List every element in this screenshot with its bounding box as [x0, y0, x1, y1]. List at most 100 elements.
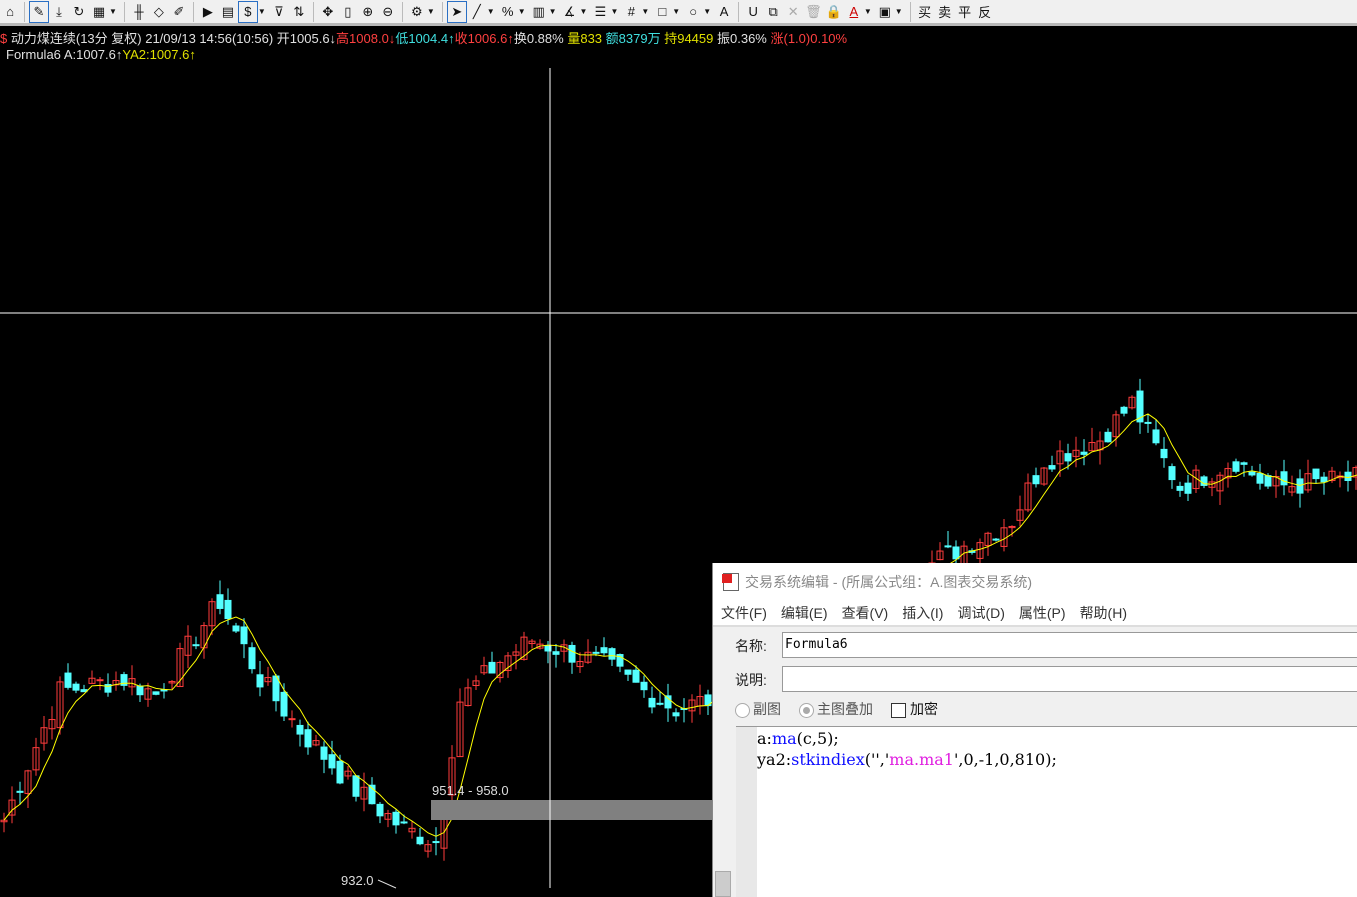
- flag-icon: $: [0, 31, 8, 46]
- sort-icon[interactable]: ⇅: [293, 3, 305, 19]
- candle-body: [1152, 429, 1160, 444]
- candle-body: [104, 684, 112, 693]
- candles-icon[interactable]: ╫: [134, 4, 144, 19]
- dropdown-arrow-icon[interactable]: ▼: [703, 7, 712, 16]
- magnet-icon[interactable]: U: [748, 4, 758, 19]
- radio-label: 主图叠加: [817, 701, 873, 717]
- grid-icon[interactable]: ▦: [92, 3, 106, 19]
- dropdown-arrow-icon[interactable]: ▼: [672, 7, 681, 16]
- dropdown-arrow-icon[interactable]: ▼: [863, 7, 872, 16]
- measure-icon[interactable]: ▯: [344, 3, 352, 19]
- trade-button[interactable]: 平: [958, 5, 972, 20]
- candle-body: [144, 688, 152, 700]
- candle-body: [408, 827, 416, 833]
- rect-icon[interactable]: □: [658, 4, 667, 19]
- menu-item[interactable]: 查看(V): [841, 605, 889, 621]
- angle-icon[interactable]: ∡: [563, 3, 576, 19]
- radio-sub-chart[interactable]: 副图: [735, 699, 781, 719]
- toolbar: ⌂ ✎ ⤓ ↻ ▦ ▼ ╫ ◇ ✐ ▶ ▤ $ ▼ ⊽ ⇅ ✥ ▯ ⊕ ⊖ ⚙ ▼ ➤ ╱ ▼% ▼ ▥ ▼ ∡ ▼ ☰ ▼ # ▼ □ ▼ ○ ▼ A U…: [0, 0, 1357, 26]
- candle-body: [216, 594, 224, 609]
- candle-body: [672, 712, 680, 717]
- candle-body: [1304, 473, 1312, 491]
- dropdown-arrow-icon[interactable]: ▼: [486, 7, 495, 16]
- encrypt-checkbox[interactable]: 加密: [891, 699, 938, 719]
- dropdown-arrow-icon[interactable]: ▼: [257, 7, 266, 16]
- menu-item[interactable]: 帮助(H): [1079, 605, 1127, 621]
- toolbar-separator: [192, 1, 194, 22]
- line-icon[interactable]: ╱: [472, 3, 481, 19]
- candle-body: [984, 532, 992, 547]
- candle-body: [1176, 485, 1184, 491]
- candle-body: [952, 546, 960, 560]
- radio-main-overlay[interactable]: 主图叠加: [799, 699, 873, 719]
- diamond-icon[interactable]: ◇: [153, 3, 164, 19]
- menu-item[interactable]: 文件(F): [721, 605, 767, 621]
- zoom-in-icon[interactable]: ⊕: [362, 3, 374, 19]
- dropdown-arrow-icon[interactable]: ▼: [894, 7, 903, 16]
- candle-body: [432, 841, 440, 844]
- dropdown-arrow-icon[interactable]: ▼: [426, 7, 435, 16]
- candle-body: [1280, 471, 1288, 486]
- trade-button[interactable]: 卖: [938, 5, 952, 20]
- levels-icon[interactable]: ☰: [594, 3, 607, 19]
- dropdown-arrow-icon[interactable]: ▼: [641, 7, 650, 16]
- code-token: ',0,-1,0,810);: [953, 750, 1057, 769]
- amount: 额8379万: [605, 31, 661, 46]
- code-editor[interactable]: a:ma(c,5); ya2:stkindiex('','ma.ma1',0,-…: [736, 726, 1357, 897]
- home-icon[interactable]: ⌂: [6, 4, 14, 19]
- lock-icon[interactable]: 🔒: [825, 3, 842, 19]
- low-label: 932.0: [341, 873, 374, 888]
- candle-body: [416, 836, 424, 845]
- circle-icon[interactable]: ○: [689, 4, 698, 19]
- candle-body: [640, 681, 648, 691]
- menu-item[interactable]: 属性(P): [1018, 605, 1066, 621]
- scrollbar[interactable]: [715, 871, 731, 897]
- candle-body: [656, 702, 664, 705]
- gear-icon[interactable]: ⚙: [411, 3, 423, 19]
- trash-icon[interactable]: 🗑: [805, 3, 822, 19]
- dropdown-arrow-icon[interactable]: ▼: [109, 7, 117, 16]
- pointer-icon[interactable]: ➤: [446, 0, 467, 23]
- range-label: 951.4 - 958.0: [432, 783, 509, 798]
- candle-body: [1024, 482, 1032, 511]
- dollar-icon[interactable]: $: [237, 0, 258, 23]
- play-icon[interactable]: ▶: [202, 3, 213, 19]
- delete-icon[interactable]: ✕: [787, 3, 799, 19]
- trade-button[interactable]: 反: [978, 5, 992, 20]
- doc-icon[interactable]: ▤: [221, 3, 235, 19]
- hash-icon[interactable]: #: [627, 4, 635, 19]
- color-icon[interactable]: A: [849, 4, 859, 19]
- columns-icon[interactable]: ▥: [532, 3, 545, 19]
- move-icon[interactable]: ✥: [322, 3, 334, 19]
- text-icon[interactable]: A: [719, 4, 729, 19]
- refresh-icon[interactable]: ↻: [73, 3, 85, 19]
- close-price: 收1006.6↑: [454, 31, 514, 46]
- dropdown-arrow-icon[interactable]: ▼: [579, 7, 588, 16]
- candle-body: [1008, 525, 1016, 529]
- percent-icon[interactable]: %: [501, 4, 514, 19]
- trade-button[interactable]: 买: [918, 5, 932, 20]
- edit-icon[interactable]: ✐: [173, 3, 185, 19]
- menu-item[interactable]: 编辑(E): [780, 605, 828, 621]
- description-input[interactable]: [782, 666, 1357, 692]
- open-price: 开1005.6↓: [276, 31, 337, 46]
- zoom-out-icon[interactable]: ⊖: [382, 3, 394, 19]
- candle-body: [520, 636, 528, 660]
- download-icon[interactable]: ⤓: [56, 3, 62, 19]
- dropdown-arrow-icon[interactable]: ▼: [517, 7, 526, 16]
- candle-body: [1296, 478, 1304, 494]
- menu-item[interactable]: 调试(D): [957, 605, 1005, 621]
- filter-icon[interactable]: ⊽: [274, 3, 284, 19]
- indicator-name: Formula6: [6, 47, 61, 62]
- save-icon[interactable]: ▣: [878, 3, 891, 19]
- ruler-icon[interactable]: ✎: [29, 0, 49, 23]
- code-token: ('',': [864, 750, 890, 769]
- dropdown-arrow-icon[interactable]: ▼: [610, 7, 619, 16]
- dropdown-arrow-icon[interactable]: ▼: [548, 7, 557, 16]
- menu-item[interactable]: 插入(I): [902, 605, 944, 621]
- name-input[interactable]: Formula6: [782, 632, 1357, 658]
- editor-gutter: [736, 727, 757, 897]
- copy-icon[interactable]: ⧉: [768, 3, 778, 19]
- candle-body: [280, 691, 288, 717]
- candle-body: [1016, 509, 1024, 521]
